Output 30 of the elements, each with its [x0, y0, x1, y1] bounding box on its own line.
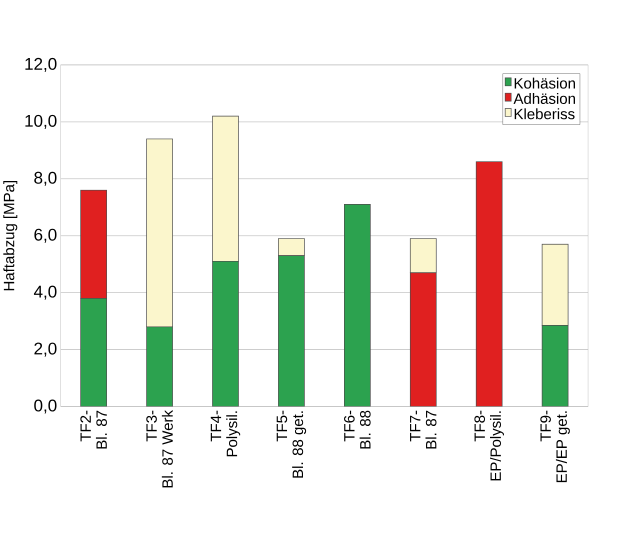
- y-axis-title: Haftabzug [MPa]: [3, 180, 18, 290]
- bar: [476, 161, 503, 406]
- x-tick-label: TF2- Bl. 87: [80, 410, 107, 448]
- y-tick-label: 4,0: [34, 285, 57, 300]
- legend-label: Kleberiss: [514, 108, 575, 120]
- bar: [410, 238, 437, 273]
- y-tick-label: 6,0: [34, 228, 57, 243]
- bar: [146, 326, 173, 406]
- bar: [278, 238, 305, 256]
- legend-label: Kohäsion: [514, 77, 575, 88]
- bar: [278, 255, 305, 406]
- x-tick-label: TF4- Polysil.: [210, 410, 240, 456]
- bar: [344, 204, 371, 406]
- y-tick-label: 0,0: [34, 399, 57, 414]
- y-tick-label: 12,0: [25, 58, 57, 72]
- x-tick-label: TF6- Bl. 88: [344, 410, 371, 448]
- bar: [80, 190, 107, 299]
- bar: [410, 272, 437, 406]
- y-tick-label: 10,0: [25, 114, 57, 129]
- x-tick-label: TF7- Bl. 87: [410, 410, 436, 448]
- bar: [542, 324, 568, 406]
- y-tick-label: 8,0: [34, 172, 57, 186]
- bar: [212, 260, 239, 406]
- legend-label: Adhäsion: [514, 92, 575, 104]
- y-tick-label: 2,0: [34, 342, 57, 356]
- x-tick-label: TF3- Bl. 87 Werk: [146, 410, 173, 488]
- bar: [80, 298, 107, 406]
- x-tick-label: TF8- EP/Polysil.: [474, 410, 504, 480]
- x-tick-label: TF9- EP/EP get.: [540, 410, 570, 482]
- x-tick-label: TF5- Bl. 88 get.: [276, 410, 306, 478]
